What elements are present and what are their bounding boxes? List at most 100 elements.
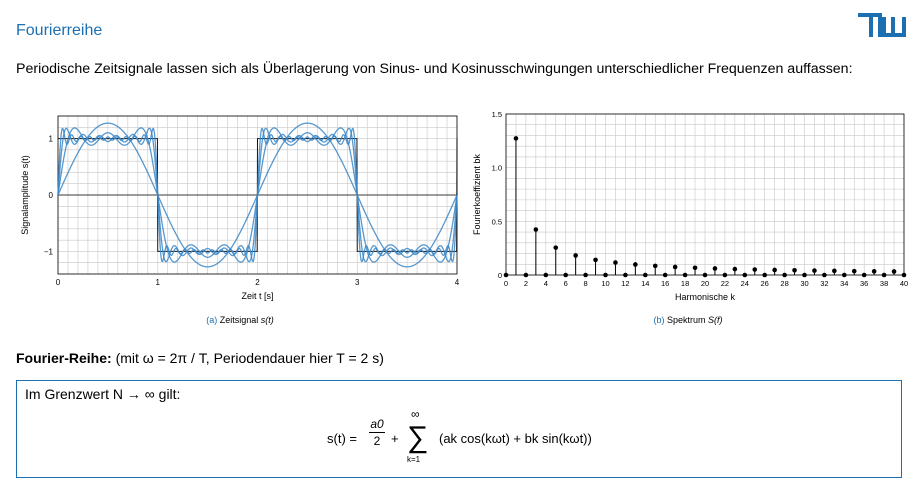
stem-marker — [881, 272, 887, 278]
stem-marker — [792, 267, 797, 273]
stem-marker — [822, 272, 827, 278]
x-tick-label: 40 — [900, 279, 908, 288]
page-title: Fourierreihe — [16, 22, 103, 39]
y-axis-label: Signalamplitude s(t) — [20, 155, 30, 235]
stem-marker — [871, 269, 877, 274]
y-axis-label: Fourierkoeffizient bk — [472, 154, 482, 235]
time-signal-chart: 0 1 2 3 4 1 0 −1 Zeit t [s] Signalamplitude s(t) — [20, 115, 460, 301]
x-tick-label: 0 — [504, 279, 508, 288]
x-tick-label: 8 — [584, 279, 588, 288]
x-tick-label: 14 — [641, 279, 649, 288]
x-tick-label: 36 — [860, 279, 868, 288]
formula-plus: + — [391, 431, 399, 446]
x-tick-label: 12 — [621, 279, 629, 288]
x-tick-label: 3 — [355, 278, 360, 287]
caption-a-fn: s(t) — [260, 315, 274, 325]
y-tick-label: −1 — [44, 247, 54, 256]
stem-marker — [662, 272, 668, 278]
formula-a0: a0 — [369, 417, 385, 433]
stem-marker — [573, 253, 578, 258]
stem-marker — [752, 267, 758, 272]
stem-marker — [832, 268, 837, 274]
x-tick-label: 20 — [701, 279, 709, 288]
x-axis-label: Harmonische k — [675, 292, 736, 302]
stem-marker — [633, 262, 638, 267]
stem-marker — [513, 136, 519, 141]
stem-marker — [861, 272, 867, 278]
caption-spectrum: (b) Spektrum S(f) — [588, 315, 788, 325]
x-tick-label: 26 — [761, 279, 769, 288]
stem-marker — [503, 272, 509, 278]
x-tick-label: 16 — [661, 279, 669, 288]
fourier-heading: Fourier-Reihe: — [16, 350, 112, 366]
formula-fraction: a0 2 — [369, 417, 385, 448]
caption-a-text: Zeitsignal — [219, 315, 259, 325]
x-tick-label: 1 — [156, 278, 161, 287]
stem-marker — [682, 272, 688, 278]
stem-marker — [772, 267, 777, 273]
x-tick-label: 10 — [601, 279, 609, 288]
x-tick-label: 22 — [721, 279, 729, 288]
stem-marker — [533, 227, 539, 232]
stem-marker — [523, 272, 529, 278]
stem-marker — [842, 272, 847, 278]
y-tick-label: 1.5 — [492, 110, 502, 119]
stem-marker — [613, 260, 618, 265]
stem-marker — [802, 272, 807, 278]
limit-text: Im Grenzwert N → ∞ gilt: — [25, 386, 181, 402]
stem-marker — [782, 272, 787, 278]
x-tick-label: 24 — [741, 279, 749, 288]
formula-den: 2 — [373, 434, 381, 448]
x-tick-label: 18 — [681, 279, 689, 288]
formula-lhs: s(t) = — [327, 431, 357, 446]
stem-marker — [762, 272, 767, 278]
x-tick-label: 0 — [56, 278, 61, 287]
stem-marker — [652, 263, 658, 269]
intro-text: Periodische Zeitsignale lassen sich als … — [16, 61, 853, 77]
series-line-4 — [57, 127, 458, 263]
x-tick-label: 34 — [840, 279, 848, 288]
stem-marker — [563, 272, 568, 278]
stem-marker — [732, 266, 738, 272]
x-tick-label: 2 — [255, 278, 260, 287]
y-tick-label: 1.0 — [492, 164, 502, 173]
x-tick-label: 30 — [800, 279, 808, 288]
caption-a-label: (a) — [206, 315, 218, 325]
caption-b-fn: S(f) — [708, 315, 723, 325]
stem-marker — [891, 269, 897, 274]
x-tick-label: 28 — [780, 279, 788, 288]
tum-logo — [858, 13, 906, 37]
y-tick-label: 0 — [49, 191, 54, 200]
stem-marker — [712, 266, 718, 271]
caption-b-text: Spektrum — [666, 315, 706, 325]
stem-marker — [812, 268, 817, 273]
x-tick-label: 6 — [564, 279, 568, 288]
stem-marker — [553, 245, 559, 250]
y-tick-label: 0.5 — [492, 217, 502, 226]
sum-icon: ∑ — [407, 421, 429, 454]
stem-marker — [583, 272, 588, 278]
stem-marker — [722, 272, 728, 278]
stem-marker — [672, 264, 678, 270]
spectrum-chart: 0 2 4 6 8 10 12 14 16 18 20 22 24 26 28 30 32 34 36 38 401.5… — [472, 110, 908, 302]
x-tick-label: 2 — [524, 279, 528, 288]
sum-lower-limit: k=1 — [407, 455, 421, 464]
caption-time-signal: (a) Zeitsignal s(t) — [140, 315, 340, 325]
stem-marker — [603, 272, 608, 278]
stem-marker — [692, 265, 698, 271]
stem-marker — [593, 257, 598, 263]
x-tick-label: 4 — [455, 278, 460, 287]
fourier-formula: s(t) = a0 2 + ∞ ∑ k=1 (ak cos(kωt) + bk … — [327, 407, 627, 477]
formula-box: Im Grenzwert N → ∞ gilt: s(t) = a0 2 + ∞… — [16, 380, 902, 478]
x-tick-label: 38 — [880, 279, 888, 288]
stem-marker — [742, 272, 748, 278]
fourier-note: (mit ω = 2π / T, Periodendauer hier T = … — [115, 350, 384, 366]
stem-marker — [901, 272, 907, 278]
stem-marker — [623, 272, 628, 278]
sum-upper-limit: ∞ — [411, 407, 420, 421]
stem-marker — [702, 272, 708, 278]
y-tick-label: 0 — [498, 271, 502, 280]
stem-marker — [851, 268, 857, 274]
x-tick-label: 32 — [820, 279, 828, 288]
formula-sum-body: (ak cos(kωt) + bk sin(kωt)) — [439, 431, 592, 446]
